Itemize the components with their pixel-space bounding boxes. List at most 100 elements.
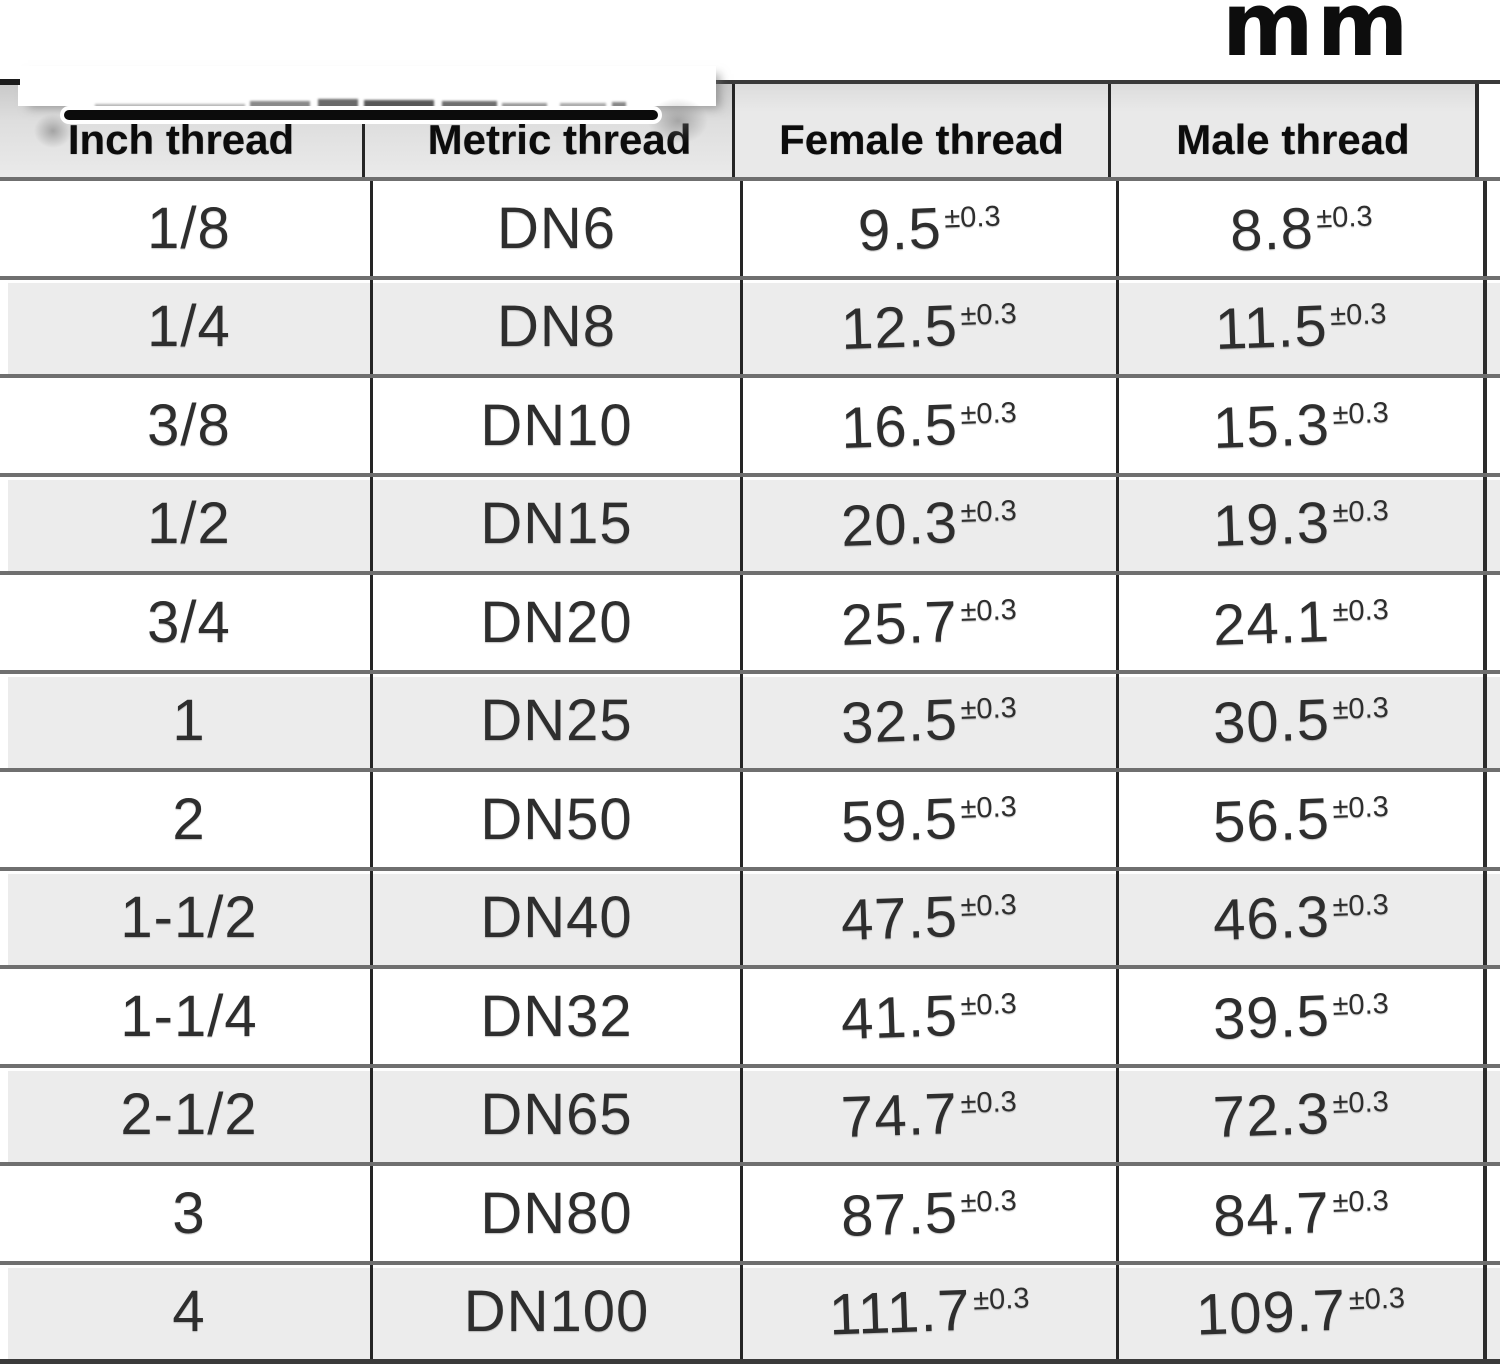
male-thread-cell: 84.7±0.3 — [1116, 1166, 1487, 1261]
inch-thread-cell: 2 — [8, 772, 370, 867]
male-thread-value: 56.5±0.3 — [1211, 785, 1390, 855]
metric-thread-value: DN40 — [480, 885, 633, 951]
tolerance-superscript: ±0.3 — [1331, 790, 1390, 825]
metric-thread-cell: DN80 — [370, 1166, 740, 1261]
metric-thread-value: DN80 — [480, 1180, 633, 1246]
female-thread-value: 41.5±0.3 — [840, 982, 1018, 1052]
tolerance-superscript: ±0.3 — [960, 692, 1018, 727]
tolerance-superscript: ±0.3 — [960, 495, 1018, 530]
tolerance-superscript: ±0.3 — [1331, 889, 1390, 924]
male-thread-cell: 24.1±0.3 — [1116, 575, 1487, 670]
male-thread-cell: 109.7±0.3 — [1116, 1264, 1487, 1359]
inch-thread-value: 1-1/4 — [120, 983, 258, 1049]
inch-thread-value: 3/4 — [147, 589, 231, 655]
male-thread-cell: 15.3±0.3 — [1116, 378, 1487, 473]
table-body: 1/8 DN6 9.5±0.3 8.8±0.3 1/4 DN8 12.5±0.3… — [0, 177, 1500, 1359]
metric-thread-cell: DN6 — [370, 181, 740, 276]
male-thread-cell: 19.3±0.3 — [1116, 476, 1487, 571]
female-thread-cell: 41.5±0.3 — [740, 969, 1116, 1064]
inch-thread-cell: 1/4 — [8, 280, 370, 375]
tolerance-superscript: ±0.3 — [1331, 1086, 1390, 1121]
male-thread-cell: 8.8±0.3 — [1116, 181, 1487, 276]
tolerance-superscript: ±0.3 — [1331, 396, 1390, 431]
male-thread-value: 15.3±0.3 — [1211, 391, 1390, 461]
metric-thread-value: DN8 — [496, 294, 617, 360]
erased-text-remnant — [250, 101, 310, 110]
table-row: 2 DN50 59.5±0.3 56.5±0.3 — [0, 768, 1500, 867]
table-row: 1-1/4 DN32 41.5±0.3 39.5±0.3 — [0, 965, 1500, 1064]
table-row: 4 DN100 111.7±0.3 109.7±0.3 — [0, 1260, 1500, 1360]
column-header-female-thread: Female thread — [732, 84, 1108, 177]
male-thread-value: 39.5±0.3 — [1211, 982, 1390, 1052]
male-thread-value: 84.7±0.3 — [1211, 1179, 1390, 1249]
tolerance-superscript: ±0.3 — [960, 1086, 1018, 1121]
table-row: 1/2 DN15 20.3±0.3 19.3±0.3 — [0, 472, 1500, 572]
tolerance-superscript: ±0.3 — [1331, 1184, 1390, 1219]
erased-text-remnant — [364, 100, 434, 111]
inch-thread-value: 1-1/2 — [120, 885, 258, 951]
column-header-label: Male thread — [1176, 116, 1410, 163]
metric-thread-cell: DN50 — [370, 772, 740, 867]
female-thread-cell: 74.7±0.3 — [740, 1067, 1116, 1162]
inch-thread-cell: 1/8 — [8, 181, 370, 276]
female-thread-cell: 25.7±0.3 — [740, 575, 1116, 670]
metric-thread-value: DN20 — [480, 589, 633, 655]
black-redaction-bar — [60, 106, 662, 124]
table-row: 3 DN80 87.5±0.3 84.7±0.3 — [0, 1162, 1500, 1261]
metric-thread-cell: DN15 — [370, 476, 740, 571]
inch-thread-cell: 3 — [8, 1166, 370, 1261]
unit-label: mm — [1222, 0, 1412, 76]
inch-thread-value: 1/4 — [147, 294, 231, 360]
inch-thread-value: 3 — [172, 1180, 206, 1246]
tolerance-superscript: ±0.3 — [960, 790, 1018, 825]
tolerance-superscript: ±0.3 — [1331, 987, 1390, 1022]
tolerance-superscript: ±0.3 — [960, 593, 1018, 628]
female-thread-value: 32.5±0.3 — [840, 687, 1018, 757]
female-thread-value: 59.5±0.3 — [840, 785, 1018, 855]
tolerance-superscript: ±0.3 — [1315, 200, 1373, 235]
female-thread-cell: 59.5±0.3 — [740, 772, 1116, 867]
male-thread-cell: 39.5±0.3 — [1116, 969, 1487, 1064]
male-thread-value: 109.7±0.3 — [1195, 1277, 1406, 1348]
male-thread-value: 46.3±0.3 — [1211, 884, 1390, 954]
tolerance-superscript: ±0.3 — [1331, 692, 1390, 727]
tolerance-superscript: ±0.3 — [1348, 1282, 1406, 1317]
inch-thread-cell: 2-1/2 — [8, 1068, 370, 1163]
metric-thread-value: DN10 — [480, 392, 633, 458]
metric-thread-cell: DN40 — [370, 870, 740, 965]
male-thread-value: 72.3±0.3 — [1211, 1081, 1390, 1151]
inch-thread-cell: 4 — [8, 1265, 370, 1360]
inch-thread-value: 4 — [172, 1279, 206, 1345]
female-thread-value: 111.7±0.3 — [828, 1277, 1031, 1348]
male-thread-value: 30.5±0.3 — [1211, 687, 1390, 757]
inch-thread-cell: 3/8 — [8, 378, 370, 473]
inch-thread-cell: 1 — [8, 674, 370, 769]
tolerance-superscript: ±0.3 — [1329, 298, 1388, 333]
male-thread-cell: 11.5±0.3 — [1116, 279, 1487, 374]
female-thread-value: 12.5±0.3 — [840, 293, 1018, 363]
inch-thread-value: 2-1/2 — [120, 1082, 258, 1148]
male-thread-value: 11.5±0.3 — [1213, 293, 1388, 363]
metric-thread-cell: DN65 — [370, 1067, 740, 1162]
female-thread-value: 47.5±0.3 — [840, 884, 1018, 954]
metric-thread-value: DN6 — [496, 195, 617, 261]
metric-thread-value: DN15 — [480, 491, 633, 557]
male-thread-cell: 46.3±0.3 — [1116, 870, 1487, 965]
female-thread-value: 87.5±0.3 — [840, 1179, 1018, 1249]
inch-thread-cell: 1-1/4 — [8, 969, 370, 1064]
metric-thread-cell: DN8 — [370, 279, 740, 374]
inch-thread-cell: 1-1/2 — [8, 871, 370, 966]
female-thread-value: 16.5±0.3 — [840, 391, 1018, 461]
table-row: 1 DN25 32.5±0.3 30.5±0.3 — [0, 669, 1500, 769]
male-thread-cell: 30.5±0.3 — [1116, 673, 1487, 768]
table-row: 3/8 DN10 16.5±0.3 15.3±0.3 — [0, 374, 1500, 473]
top-left-border-remnant — [0, 79, 20, 85]
metric-thread-cell: DN10 — [370, 378, 740, 473]
inch-thread-cell: 1/2 — [8, 477, 370, 572]
male-thread-cell: 72.3±0.3 — [1116, 1067, 1487, 1162]
male-thread-value: 8.8±0.3 — [1228, 195, 1373, 264]
metric-thread-cell: DN25 — [370, 673, 740, 768]
table-row: 1/8 DN6 9.5±0.3 8.8±0.3 — [0, 177, 1500, 276]
column-header-male-thread: Male thread — [1108, 84, 1479, 177]
